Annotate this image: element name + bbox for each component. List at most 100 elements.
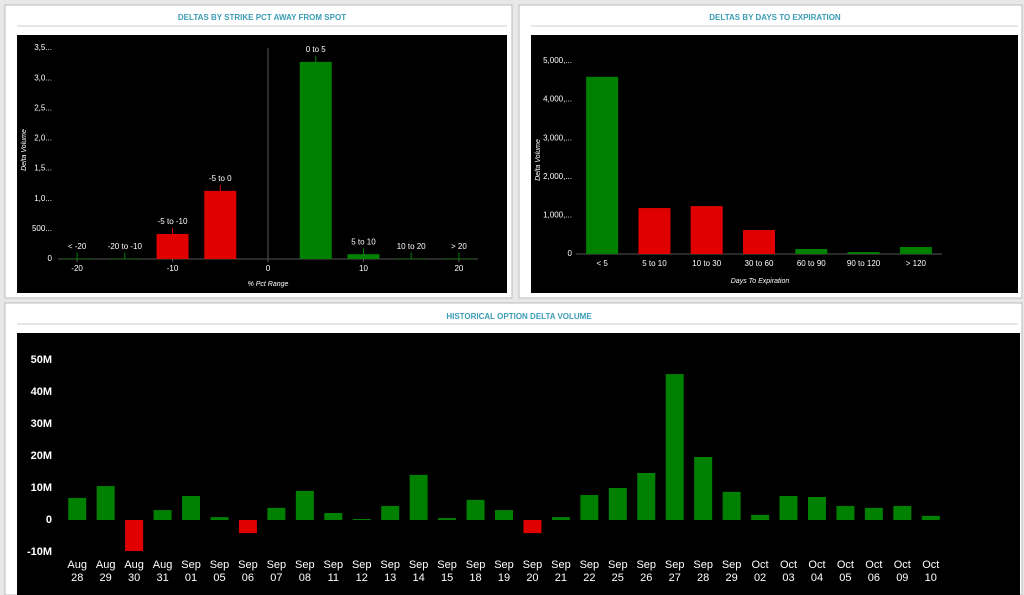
bar <box>238 520 257 534</box>
bar <box>637 472 656 520</box>
x-tick-label: 12 <box>356 572 368 584</box>
bar <box>324 512 343 520</box>
y-tick-label: 2,5... <box>34 103 52 112</box>
x-tick-label: 01 <box>185 572 197 584</box>
bar-label: -5 to 0 <box>209 174 232 183</box>
bar <box>722 491 741 520</box>
x-tick-label: 10 to 30 <box>692 259 721 268</box>
bar-label: 5 to 10 <box>351 237 376 246</box>
x-tick-label: 28 <box>697 572 709 584</box>
x-tick-label: 0 <box>266 264 271 273</box>
bar <box>466 499 485 520</box>
plot-area <box>17 333 1020 595</box>
x-tick-label: Oct <box>808 559 825 571</box>
y-tick-label: 5,000,... <box>543 56 572 65</box>
bar <box>210 517 229 520</box>
bar <box>299 61 332 259</box>
y-tick-label: 10M <box>31 482 52 494</box>
y-tick-label: 1,0... <box>34 194 52 203</box>
x-tick-label: Sep <box>267 559 287 571</box>
bar-label: -20 to -10 <box>108 242 143 251</box>
x-tick-label: 90 to 120 <box>847 259 881 268</box>
bar <box>694 456 713 520</box>
x-tick-label: 02 <box>754 572 766 584</box>
bar <box>442 258 475 260</box>
x-tick-label: 04 <box>811 572 823 584</box>
x-tick-label: Oct <box>752 559 769 571</box>
bar-label: 10 to 20 <box>397 242 426 251</box>
x-tick-label: 03 <box>782 572 794 584</box>
y-tick-label: 2,0... <box>34 134 52 143</box>
x-tick-label: Sep <box>352 559 372 571</box>
chart-title: DELTAS BY DAYS TO EXPIRATION <box>709 13 841 22</box>
x-tick-label: -10 <box>167 264 179 273</box>
x-tick-label: 20 <box>526 572 538 584</box>
x-tick-label: 30 to 60 <box>745 259 774 268</box>
bar <box>551 517 570 520</box>
bar <box>125 520 144 552</box>
x-tick-label: 21 <box>555 572 567 584</box>
x-tick-label: 05 <box>839 572 851 584</box>
x-tick-label: 06 <box>242 572 254 584</box>
bar <box>381 505 400 520</box>
bar <box>743 230 775 254</box>
bar <box>751 514 770 520</box>
x-tick-label: 30 <box>128 572 140 584</box>
bar <box>921 515 940 520</box>
bar <box>352 519 371 520</box>
y-axis-title: Delta Volume <box>21 129 28 171</box>
x-tick-label: Sep <box>636 559 656 571</box>
x-tick-label: 06 <box>868 572 880 584</box>
y-axis-title: Delta Volume <box>535 139 542 181</box>
bar <box>795 248 828 254</box>
bar <box>807 496 826 520</box>
y-tick-label: 30M <box>31 418 52 430</box>
x-tick-label: Sep <box>181 559 201 571</box>
x-tick-label: 20 <box>454 264 463 273</box>
x-tick-label: < 5 <box>596 259 608 268</box>
bar <box>495 510 513 520</box>
x-tick-label: 29 <box>725 572 737 584</box>
x-tick-label: 27 <box>669 572 681 584</box>
x-tick-label: 07 <box>270 572 282 584</box>
x-tick-label: Sep <box>722 559 742 571</box>
bar-label: < -20 <box>68 242 87 251</box>
x-tick-label: Sep <box>494 559 514 571</box>
x-tick-label: 10 <box>925 572 937 584</box>
y-tick-label: 4,000,... <box>543 95 572 104</box>
bar <box>580 495 599 520</box>
y-tick-label: 0 <box>568 249 573 258</box>
x-tick-label: > 120 <box>906 259 927 268</box>
y-tick-label: 0 <box>46 514 52 526</box>
bar <box>409 474 428 520</box>
bar <box>68 497 87 520</box>
y-tick-label: 1,000,... <box>543 211 572 220</box>
x-tick-label: 08 <box>299 572 311 584</box>
x-tick-label: 5 to 10 <box>642 259 667 268</box>
x-tick-label: Sep <box>523 559 543 571</box>
x-tick-label: Sep <box>210 559 230 571</box>
y-tick-label: -10M <box>27 546 52 558</box>
bar <box>864 507 883 520</box>
bar <box>836 505 855 520</box>
bar <box>61 258 94 260</box>
x-tick-label: 19 <box>498 572 510 584</box>
y-tick-label: 2,000,... <box>543 172 572 181</box>
bar <box>182 496 201 520</box>
bar <box>267 507 286 520</box>
bar <box>779 496 798 520</box>
y-tick-label: 3,5... <box>34 43 52 52</box>
y-tick-label: 3,0... <box>34 73 52 82</box>
bar <box>847 252 880 254</box>
chart-title: DELTAS BY STRIKE PCT AWAY FROM SPOT <box>178 13 346 22</box>
x-tick-label: Sep <box>665 559 685 571</box>
bar <box>893 505 912 520</box>
bar <box>153 510 172 520</box>
bar <box>347 254 380 259</box>
y-tick-label: 0 <box>48 254 53 263</box>
x-tick-label: Sep <box>466 559 486 571</box>
bar <box>586 76 619 255</box>
bar <box>156 233 189 259</box>
x-tick-label: Aug <box>67 559 87 571</box>
